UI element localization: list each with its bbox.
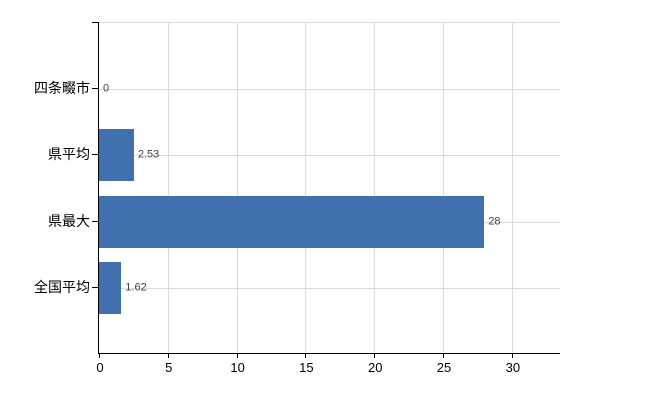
x-tick-label: 0: [96, 360, 104, 375]
x-axis-tick: [443, 353, 445, 358]
horizontal-gridline: [99, 89, 560, 91]
x-tick-label: 15: [299, 360, 314, 375]
x-tick-label: 25: [436, 360, 452, 375]
x-axis-tick: [236, 353, 238, 358]
bar: [99, 195, 485, 248]
horizontal-gridline: [99, 155, 560, 157]
x-axis-tick: [99, 353, 100, 358]
x-tick-label: 10: [230, 360, 245, 375]
bar: [99, 261, 122, 314]
bar-value-label: 28: [488, 215, 501, 228]
y-axis-tick: [92, 88, 99, 90]
bar-value-label: 2.53: [137, 148, 160, 161]
category-label: 県最大: [48, 212, 90, 229]
x-tick-label: 30: [505, 360, 521, 375]
bar: [99, 129, 134, 182]
y-axis-line: [98, 22, 99, 354]
x-axis-tick: [511, 353, 513, 358]
horizontal-gridline: [99, 287, 560, 289]
x-axis-tick: [167, 353, 169, 358]
y-axis-tick: [92, 154, 99, 156]
bar-value-label: 1.62: [125, 281, 147, 294]
plot-area: 0 2.53 28 1.62: [99, 22, 560, 354]
y-axis-tick: [92, 286, 99, 288]
category-label: 県平均: [48, 146, 90, 163]
x-tick-label: 20: [367, 360, 383, 375]
category-label: 全国平均: [34, 278, 90, 295]
vertical-gridline: [305, 23, 307, 354]
vertical-gridline: [374, 23, 376, 354]
y-axis-tick: [92, 220, 99, 222]
bar-value-label: 0: [103, 82, 110, 95]
x-axis-line: [98, 353, 560, 354]
vertical-gridline: [236, 23, 238, 354]
vertical-gridline: [511, 23, 513, 354]
y-axis-tick: [92, 22, 99, 23]
vertical-gridline: [443, 23, 445, 354]
x-axis-tick: [374, 353, 376, 358]
category-label: 四条畷市: [34, 80, 90, 97]
vertical-gridline: [167, 23, 169, 354]
x-axis-tick: [305, 353, 307, 358]
x-tick-label: 5: [165, 360, 173, 375]
